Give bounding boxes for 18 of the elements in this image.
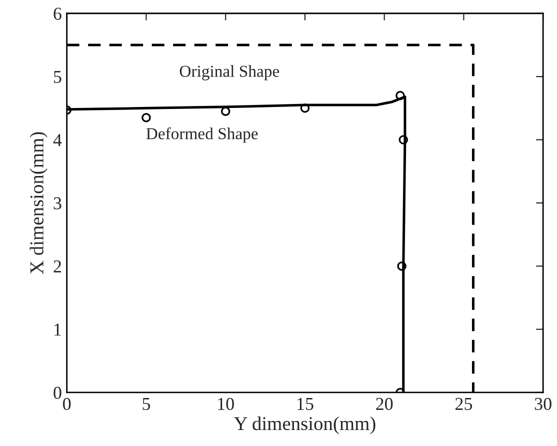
x-tick-label: 20 bbox=[376, 398, 393, 410]
x-tick-label: 0 bbox=[63, 398, 71, 410]
y-tick-label: 5 bbox=[54, 71, 62, 84]
y-axis-title: X dimension(mm) bbox=[30, 132, 48, 274]
y-tick-label: 4 bbox=[53, 134, 62, 146]
y-tick-label: 1 bbox=[54, 324, 61, 336]
series-label: Deformed Shape bbox=[146, 127, 258, 143]
x-tick-label: 5 bbox=[142, 398, 150, 410]
x-tick-label: 15 bbox=[298, 398, 314, 410]
y-tick-label: 0 bbox=[54, 386, 62, 399]
y-tick-label: 6 bbox=[54, 8, 62, 20]
x-axis-title: Y dimension(mm) bbox=[234, 416, 376, 434]
y-tick-label: 3 bbox=[54, 197, 62, 210]
y-tick-label: 2 bbox=[54, 260, 61, 272]
x-tick-label: 10 bbox=[218, 398, 234, 410]
x-tick-label: 30 bbox=[534, 398, 552, 410]
series-label: Original Shape bbox=[180, 65, 280, 80]
x-tick-label: 25 bbox=[455, 398, 472, 410]
